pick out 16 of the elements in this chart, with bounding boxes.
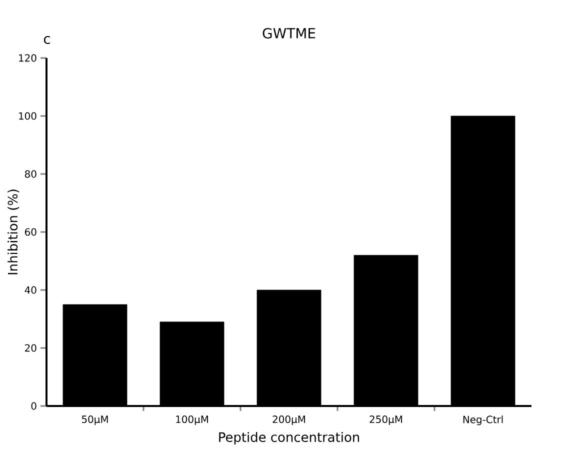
y-tick-label: 0 xyxy=(31,402,36,410)
x-tick-label: 50µM xyxy=(82,416,108,425)
x-tick-label: 100µM xyxy=(176,416,208,425)
chart-title: GWTME xyxy=(262,28,316,39)
x-tick-label: Neg-Ctrl xyxy=(463,416,503,426)
y-tick-label: 100 xyxy=(19,112,36,120)
y-tick-label: 60 xyxy=(25,228,36,236)
y-tick-label: 120 xyxy=(19,54,36,62)
x-tick-label: 200µM xyxy=(272,416,305,425)
text: c xyxy=(44,36,50,44)
y-tick-label: 20 xyxy=(25,344,36,352)
y-tick-label: 40 xyxy=(24,286,36,294)
x-axis-title: Peptide concentration xyxy=(219,432,360,445)
x-tick-label: 250µM xyxy=(370,416,402,425)
y-tick-label: 80 xyxy=(24,170,36,178)
y-axis-title: Inhibition (%) xyxy=(8,190,20,274)
